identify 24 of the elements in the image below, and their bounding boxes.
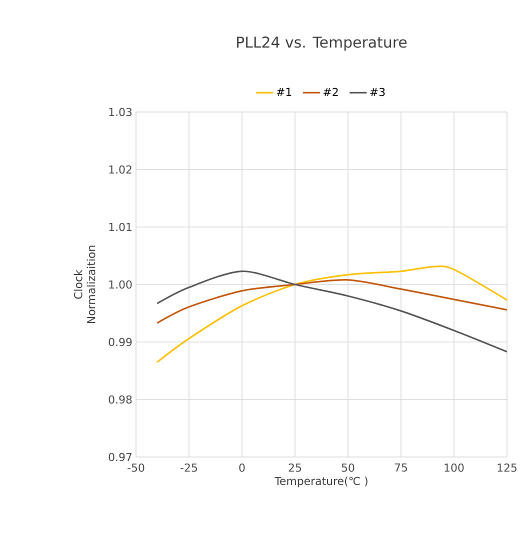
x-tick-label: 100 bbox=[444, 464, 464, 472]
chart-title: PLL24 vs. Temperature bbox=[237, 36, 407, 51]
legend-label: #2 bbox=[324, 88, 338, 96]
y-tick-label: 1.00 bbox=[109, 280, 132, 289]
y-tick-label: 1.03 bbox=[109, 108, 132, 116]
x-tick-label: -50 bbox=[128, 464, 144, 472]
y-tick-label: 1.01 bbox=[109, 222, 132, 232]
x-tick-label: 50 bbox=[342, 464, 354, 472]
legend-label: #1 bbox=[276, 88, 292, 96]
x-axis-title: Temperature(℃ ) bbox=[274, 476, 368, 488]
x-tick-label: 75 bbox=[394, 464, 408, 472]
y-tick-label: 1.02 bbox=[109, 165, 132, 174]
x-tick-label: -25 bbox=[180, 464, 197, 472]
y-tick-label: 0.98 bbox=[108, 395, 132, 404]
x-tick-label: 0 bbox=[239, 464, 245, 472]
legend-label: #3 bbox=[370, 88, 385, 96]
line-series bbox=[156, 265, 507, 363]
x-tick-label: 125 bbox=[498, 464, 516, 472]
y-tick-label: 0.97 bbox=[108, 452, 132, 462]
line-series bbox=[156, 279, 507, 324]
x-tick-label: 25 bbox=[288, 464, 302, 472]
y-axis-title: Clock Normalizaition bbox=[74, 246, 96, 324]
y-tick-label: 0.99 bbox=[108, 338, 132, 346]
line-series bbox=[156, 270, 507, 353]
